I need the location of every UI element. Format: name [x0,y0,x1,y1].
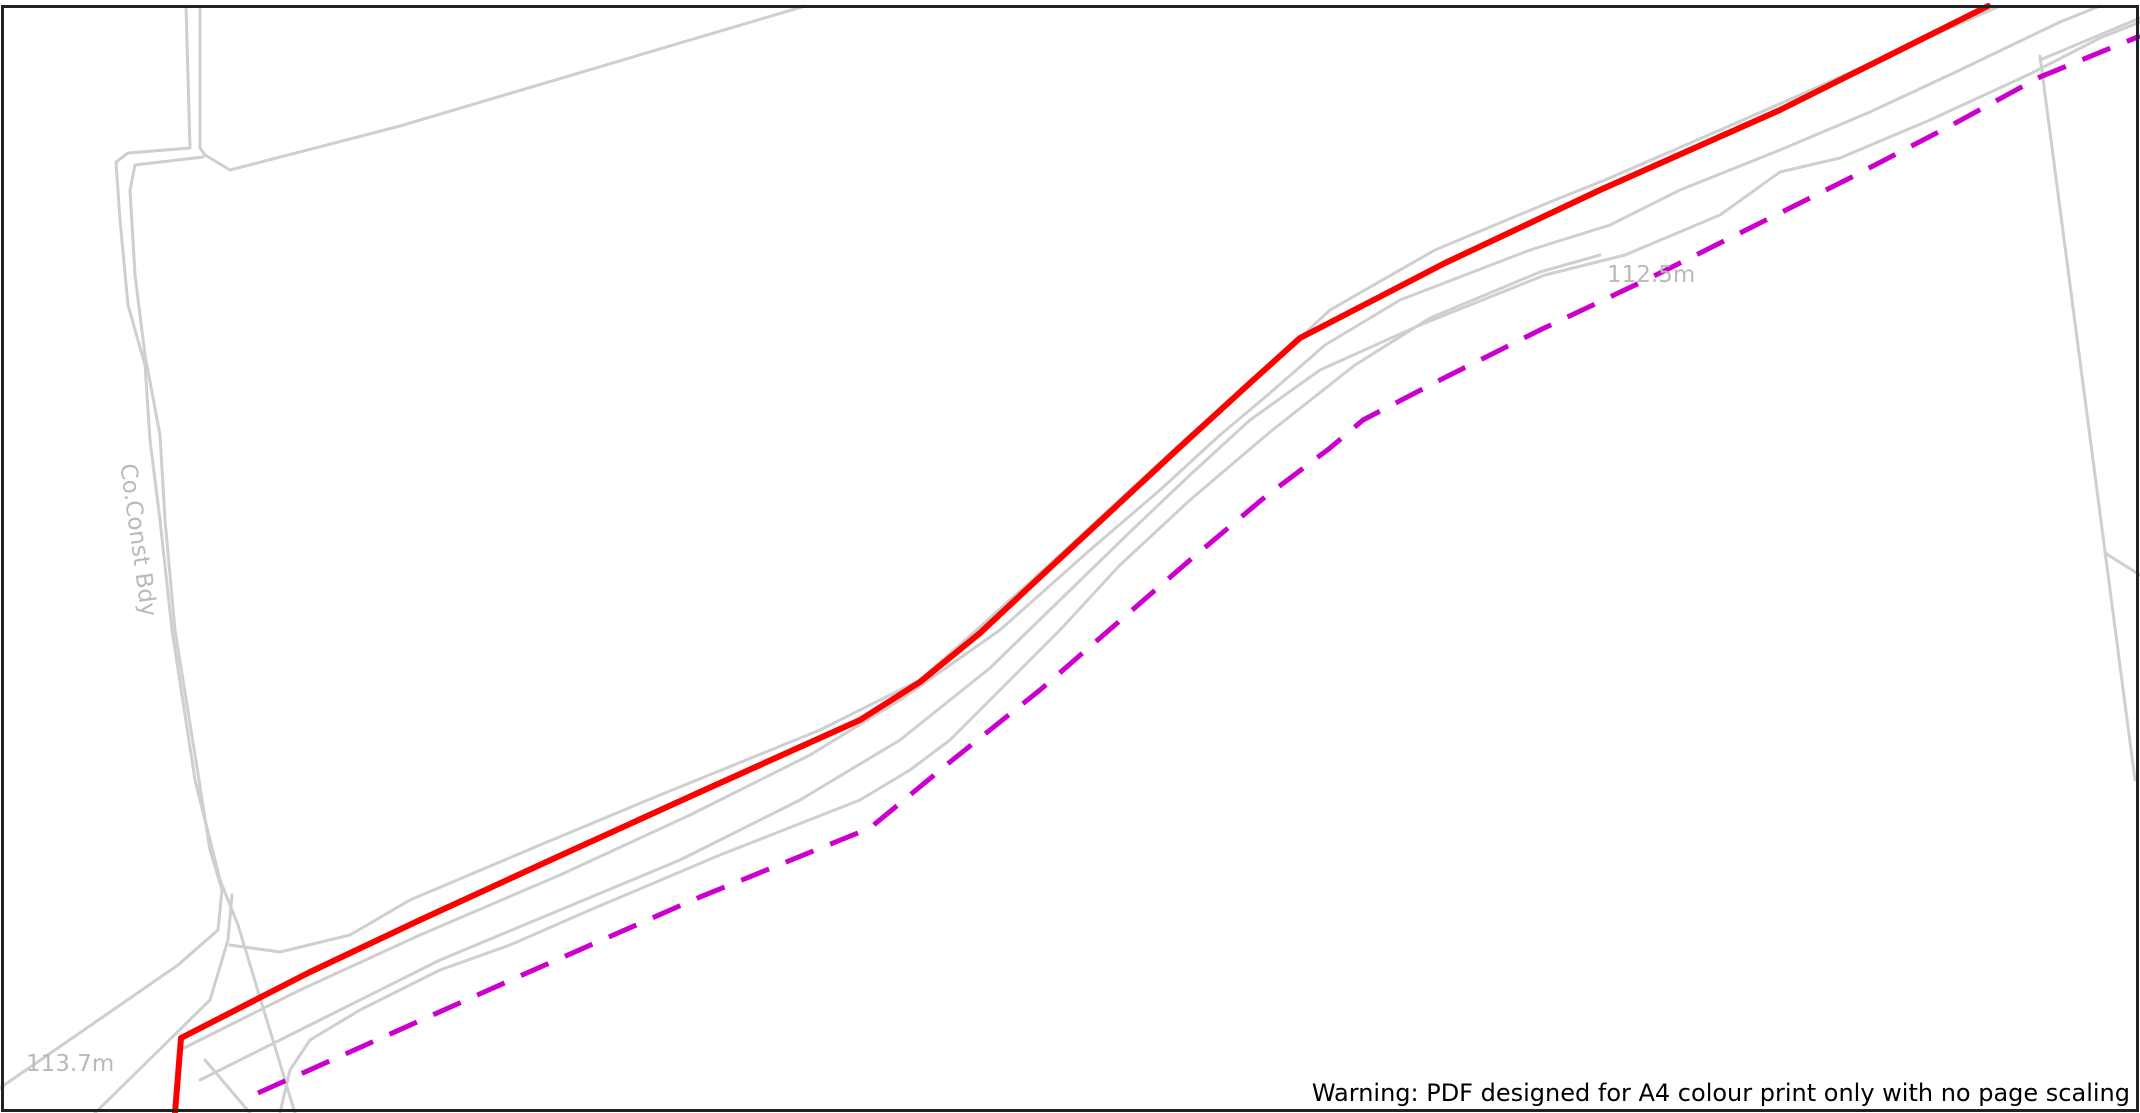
field-boundary-line [198,4,807,172]
site-boundary-red-line [172,3,1991,1113]
field-boundary-line [2103,551,2140,577]
print-warning-text: Warning: PDF designed for A4 colour prin… [1307,1077,2134,1109]
spot-height-label: 113.7m [26,1051,115,1077]
field-boundary-line [278,253,1602,1113]
field-boundary-line [178,4,2102,1052]
spot-height-label: 112.5m [1607,262,1696,288]
field-boundary-line [2038,16,2140,62]
field-boundary-line [203,1058,252,1113]
field-boundary-line [93,893,234,1113]
base-map-lines [0,4,2140,1113]
county-boundary-line [0,155,224,1090]
site-boundary-magenta-dashed-line [256,33,2140,1096]
field-boundary-line [198,20,2140,1082]
field-boundary-line [2038,54,2137,782]
map-frame-border [1,5,2139,1112]
field-boundary-line [228,4,2002,954]
field-boundary-line [114,4,297,1113]
